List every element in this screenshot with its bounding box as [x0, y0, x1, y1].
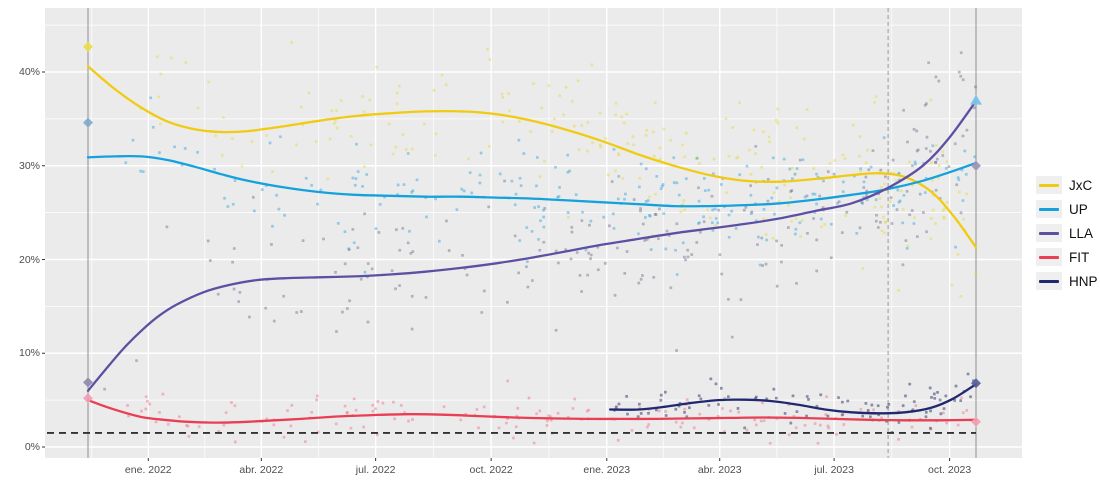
x-tick-label: ene. 2022 [124, 464, 172, 476]
legend-line-icon [1039, 207, 1059, 211]
legend-item-UP: UP [1036, 200, 1098, 218]
legend-item-JxC: JxC [1036, 176, 1098, 194]
legend-line-icon [1039, 279, 1059, 283]
result-marker-LLA [83, 377, 93, 388]
legend-label: LLA [1069, 225, 1094, 241]
y-tick-label: 20% [18, 253, 40, 266]
x-tick-label: abr. 2023 [697, 464, 742, 476]
result-marker-UP [970, 94, 982, 105]
x-tick-label: abr. 2022 [239, 464, 284, 476]
legend-item-LLA: LLA [1036, 224, 1098, 242]
result-marker-HNP [971, 378, 981, 389]
legend-swatch-JxC [1036, 176, 1062, 194]
y-tick-label: 40% [18, 66, 40, 78]
legend-line-icon [1039, 231, 1059, 235]
result-marker-UP [83, 117, 93, 128]
trend-line-LLA [86, 99, 978, 392]
trend-line-UP [86, 154, 978, 208]
result-marker-JxC [83, 41, 93, 52]
result-marker-FIT [971, 416, 981, 427]
legend: JxC UP LLA FIT HNP [1036, 176, 1098, 290]
trend-line-HNP [608, 383, 978, 415]
legend-item-HNP: HNP [1036, 272, 1098, 290]
trend-line-JxC [86, 65, 978, 249]
legend-line-icon [1039, 183, 1059, 187]
result-marker-LLA [971, 160, 981, 171]
result-marker-FIT [83, 393, 93, 404]
legend-swatch-UP [1036, 200, 1062, 218]
legend-label: UP [1069, 201, 1088, 217]
trend-line-FIT [86, 398, 978, 424]
x-tick-label: jul. 2022 [355, 464, 396, 476]
legend-item-FIT: FIT [1036, 248, 1098, 266]
legend-swatch-HNP [1036, 272, 1062, 290]
x-tick-label: jul. 2023 [814, 464, 854, 476]
x-tick-label: oct. 2022 [469, 464, 513, 476]
legend-label: HNP [1069, 273, 1098, 289]
plot-panel [45, 8, 1022, 458]
y-tick-label: 30% [18, 159, 40, 172]
y-tick-label: 10% [18, 347, 40, 360]
legend-label: FIT [1069, 249, 1090, 265]
legend-swatch-FIT [1036, 248, 1062, 266]
legend-swatch-LLA [1036, 224, 1062, 242]
legend-label: JxC [1069, 177, 1093, 193]
y-tick-label: 0% [24, 441, 40, 453]
legend-line-icon [1039, 255, 1059, 259]
x-tick-label: ene. 2023 [583, 464, 631, 476]
x-tick-label: oct. 2023 [928, 464, 972, 476]
scatter-LLA [103, 51, 977, 391]
